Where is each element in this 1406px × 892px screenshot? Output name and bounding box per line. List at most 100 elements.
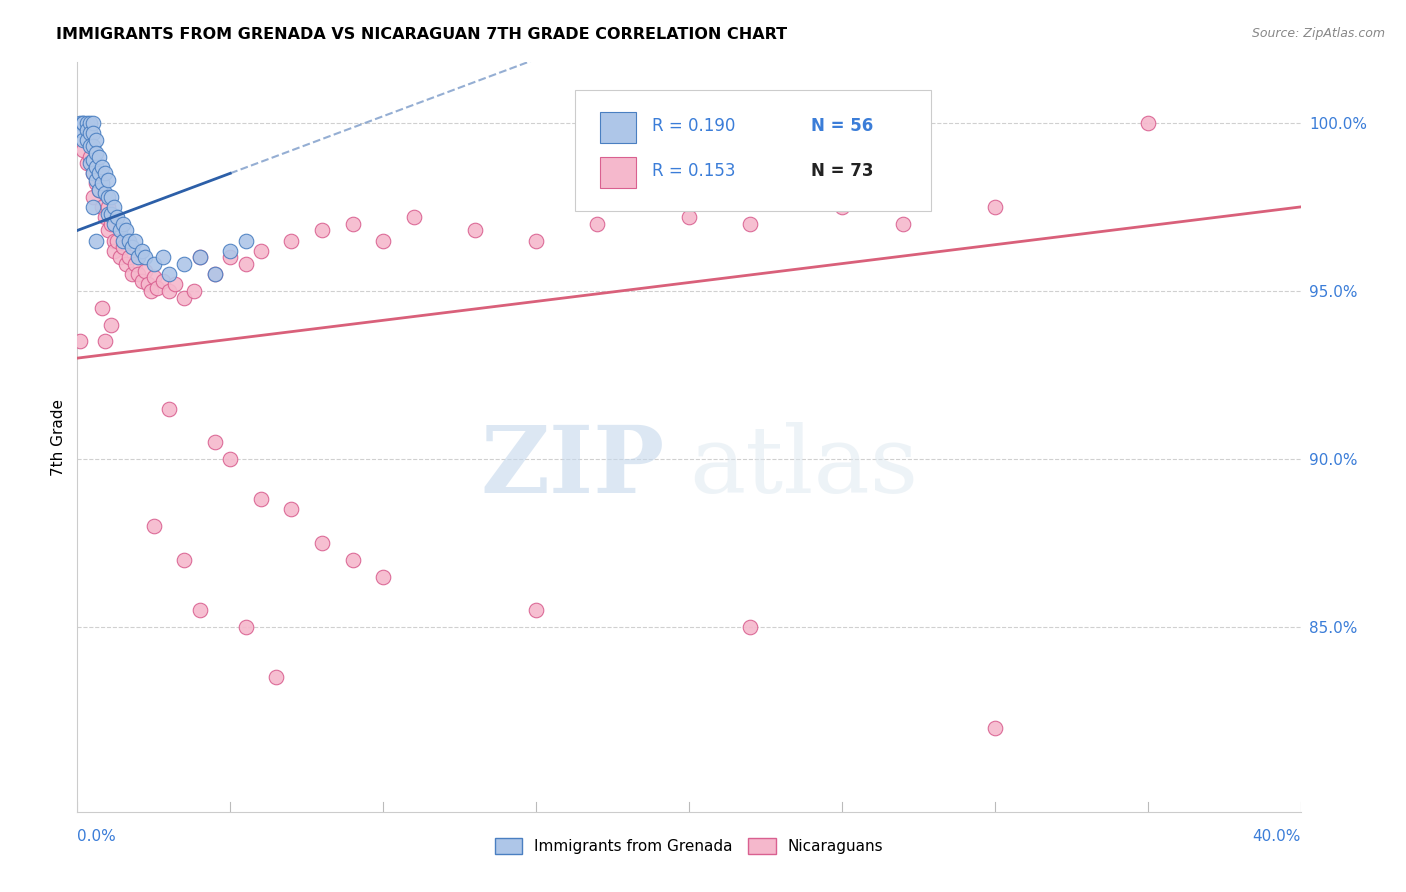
Point [100, 318, 122, 332]
Point [82, 116, 104, 130]
Point [157, 267, 180, 281]
Text: R = 0.190: R = 0.190 [652, 117, 735, 135]
Point [76, 122, 98, 136]
Point [219, 244, 242, 258]
Point [402, 210, 425, 224]
Point [82, 153, 104, 167]
Point [188, 250, 211, 264]
Point [112, 217, 135, 231]
Point [79, 156, 101, 170]
FancyBboxPatch shape [599, 157, 637, 188]
Point [72, 133, 94, 147]
Text: Source: ZipAtlas.com: Source: ZipAtlas.com [1251, 27, 1385, 40]
Point [90, 160, 112, 174]
Point [94, 210, 117, 224]
Point [94, 334, 117, 349]
Point [76, 116, 98, 130]
Point [183, 284, 205, 298]
Point [173, 291, 195, 305]
Point [103, 200, 125, 214]
Point [891, 217, 914, 231]
Point [121, 240, 143, 254]
Point [157, 401, 180, 416]
Point [90, 301, 112, 315]
Point [586, 217, 609, 231]
Point [84, 146, 107, 161]
Point [105, 210, 128, 224]
Text: R = 0.153: R = 0.153 [652, 162, 735, 180]
Point [173, 552, 195, 566]
Legend: Immigrants from Grenada, Nicaraguans: Immigrants from Grenada, Nicaraguans [488, 832, 890, 860]
Point [139, 284, 162, 298]
Point [678, 210, 700, 224]
Point [188, 603, 211, 617]
Point [82, 200, 104, 214]
Point [79, 139, 101, 153]
Point [235, 257, 257, 271]
Point [94, 166, 117, 180]
Point [250, 492, 273, 507]
Point [235, 234, 257, 248]
Text: N = 56: N = 56 [811, 117, 873, 135]
Point [94, 186, 117, 201]
Point [188, 250, 211, 264]
Point [311, 536, 333, 550]
Point [97, 190, 120, 204]
Point [87, 166, 110, 180]
Point [87, 183, 110, 197]
Point [103, 234, 125, 248]
Point [524, 603, 547, 617]
Point [142, 519, 165, 533]
Point [84, 133, 107, 147]
Point [152, 250, 174, 264]
Point [127, 267, 149, 281]
Point [76, 133, 98, 147]
Point [87, 183, 110, 197]
Point [118, 234, 141, 248]
Point [76, 156, 98, 170]
Point [82, 139, 104, 153]
Point [127, 250, 149, 264]
Point [103, 244, 125, 258]
Point [97, 223, 120, 237]
Point [72, 116, 94, 130]
Y-axis label: 7th Grade: 7th Grade [51, 399, 66, 475]
Point [152, 274, 174, 288]
Point [112, 240, 135, 254]
Point [134, 250, 156, 264]
Point [984, 721, 1007, 735]
Text: 0.0%: 0.0% [77, 829, 117, 844]
Point [524, 234, 547, 248]
Point [371, 569, 394, 583]
Point [108, 250, 131, 264]
Point [90, 200, 112, 214]
Point [136, 277, 159, 292]
FancyBboxPatch shape [575, 90, 931, 211]
Point [204, 267, 226, 281]
Point [342, 552, 364, 566]
Point [79, 116, 101, 130]
Point [219, 451, 242, 466]
Point [115, 223, 138, 237]
Point [82, 166, 104, 180]
Point [72, 116, 94, 130]
Point [97, 200, 120, 214]
Point [84, 177, 107, 191]
Text: IMMIGRANTS FROM GRENADA VS NICARAGUAN 7TH GRADE CORRELATION CHART: IMMIGRANTS FROM GRENADA VS NICARAGUAN 7T… [56, 27, 787, 42]
Point [82, 126, 104, 140]
Text: N = 73: N = 73 [811, 162, 873, 180]
Point [84, 160, 107, 174]
Point [464, 223, 486, 237]
Point [87, 149, 110, 163]
Point [371, 234, 394, 248]
Point [84, 234, 107, 248]
Point [250, 244, 273, 258]
Point [984, 200, 1007, 214]
Point [142, 270, 165, 285]
Point [264, 670, 287, 684]
Point [173, 257, 195, 271]
Text: atlas: atlas [689, 422, 918, 512]
Point [100, 207, 122, 221]
Point [124, 234, 146, 248]
Point [121, 267, 143, 281]
